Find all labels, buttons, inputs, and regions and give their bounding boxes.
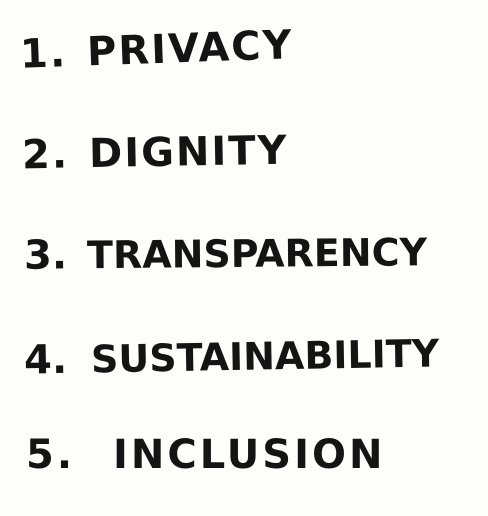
list-item-sustainability: 4. SUSTAINABILITY [23,331,440,384]
list-item-transparency: 3. TRANSPARENCY [23,230,428,279]
list-item-text: PRIVACY [86,22,295,76]
list-item-text: SUSTAINABILITY [90,331,440,382]
list-item-dignity: 2. DIGNITY [21,127,289,179]
list-item-number: 3. [23,232,68,279]
list-item-text: TRANSPARENCY [86,230,428,278]
list-item-text: DIGNITY [88,127,289,178]
list-item-privacy: 1. PRIVACY [19,22,295,78]
list-item-number: 4. [23,336,68,384]
list-item-number: 2. [21,131,70,179]
list-item-number: 5. [26,432,76,478]
list-item-number: 1. [19,30,68,78]
list-item-text: INCLUSION [113,432,386,478]
list-item-inclusion: 5. INCLUSION [26,435,385,475]
